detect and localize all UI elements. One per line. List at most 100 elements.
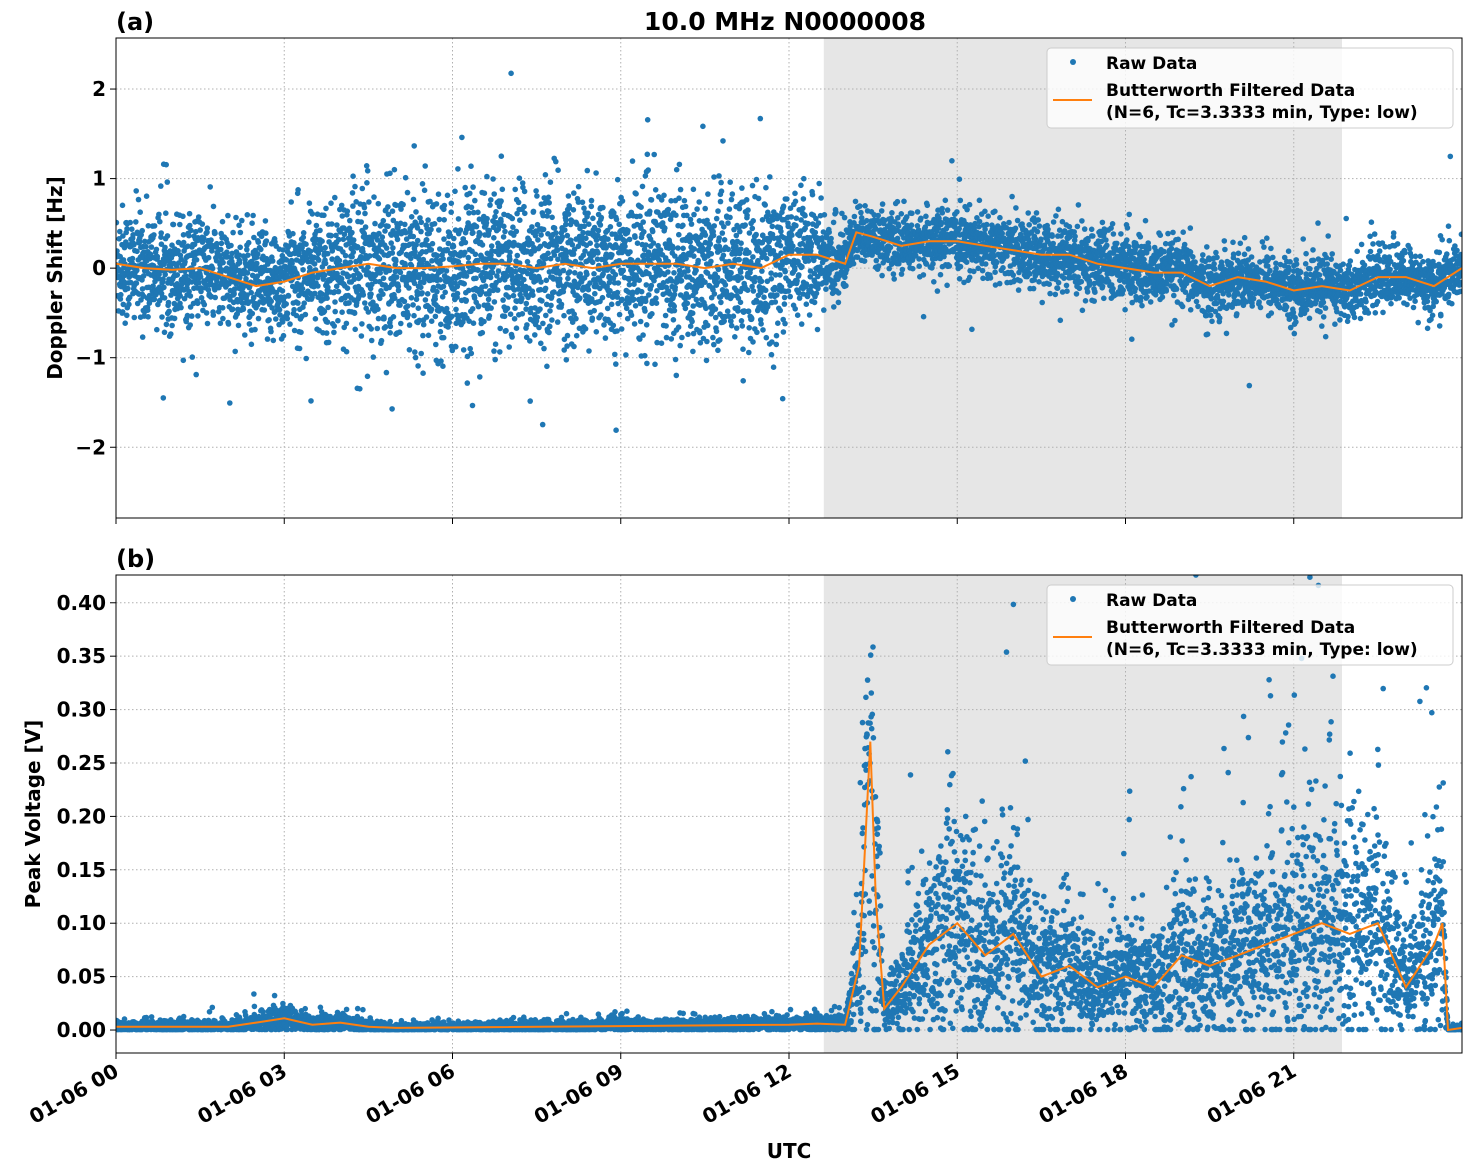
raw-data-point bbox=[188, 293, 194, 299]
raw-data-point bbox=[496, 268, 502, 274]
raw-data-point bbox=[763, 185, 769, 191]
raw-data-point bbox=[487, 313, 493, 319]
raw-data-point bbox=[371, 194, 377, 200]
raw-data-point bbox=[685, 301, 691, 307]
raw-data-point bbox=[544, 278, 550, 284]
raw-data-point bbox=[843, 283, 849, 289]
raw-data-point bbox=[992, 209, 998, 215]
raw-data-point bbox=[208, 237, 214, 243]
raw-data-point bbox=[416, 305, 422, 311]
raw-data-point bbox=[703, 232, 709, 238]
raw-data-point bbox=[181, 240, 187, 246]
raw-data-point bbox=[444, 268, 450, 274]
raw-data-point bbox=[574, 333, 580, 339]
raw-data-point bbox=[466, 255, 472, 261]
raw-data-point bbox=[725, 247, 731, 253]
raw-data-point bbox=[778, 229, 784, 235]
raw-data-point bbox=[664, 335, 670, 341]
raw-data-point bbox=[546, 209, 552, 215]
raw-data-point bbox=[590, 216, 596, 222]
raw-data-point bbox=[809, 241, 815, 247]
raw-data-point bbox=[453, 344, 459, 350]
raw-data-point bbox=[1036, 279, 1042, 285]
raw-data-point bbox=[406, 285, 412, 291]
raw-data-point bbox=[405, 312, 411, 318]
raw-data-point bbox=[164, 322, 170, 328]
raw-data-point bbox=[470, 306, 476, 312]
raw-data-point bbox=[163, 162, 169, 168]
raw-data-point bbox=[750, 183, 756, 189]
raw-data-point bbox=[366, 199, 372, 205]
raw-data-point bbox=[405, 190, 411, 196]
raw-data-point bbox=[782, 269, 788, 275]
raw-data-point bbox=[455, 291, 461, 297]
raw-data-point bbox=[425, 291, 431, 297]
raw-data-point bbox=[862, 258, 868, 264]
raw-data-point bbox=[813, 230, 819, 236]
raw-data-point bbox=[459, 135, 465, 141]
raw-data-point bbox=[344, 321, 350, 327]
raw-data-point bbox=[958, 198, 964, 204]
raw-data-point bbox=[397, 329, 403, 335]
raw-data-point bbox=[233, 215, 239, 221]
raw-data-point bbox=[592, 291, 598, 297]
raw-data-point bbox=[557, 276, 563, 282]
raw-data-point bbox=[493, 209, 499, 215]
raw-data-point bbox=[388, 324, 394, 330]
raw-data-point bbox=[1055, 285, 1061, 291]
raw-data-point bbox=[957, 276, 963, 282]
raw-data-point bbox=[651, 240, 657, 246]
raw-data-point bbox=[368, 291, 374, 297]
raw-data-point bbox=[716, 235, 722, 241]
raw-data-point bbox=[613, 361, 619, 367]
raw-data-point bbox=[642, 353, 648, 359]
raw-data-point bbox=[463, 298, 469, 304]
raw-data-point bbox=[411, 313, 417, 319]
raw-data-point bbox=[889, 210, 895, 216]
raw-data-point bbox=[759, 279, 765, 285]
raw-data-point bbox=[679, 335, 685, 341]
raw-data-point bbox=[177, 222, 183, 228]
raw-data-point bbox=[594, 243, 600, 249]
raw-data-point bbox=[1013, 205, 1019, 211]
raw-data-point bbox=[999, 231, 1005, 237]
raw-data-point bbox=[832, 281, 838, 287]
raw-data-point bbox=[303, 241, 309, 247]
raw-data-point bbox=[501, 234, 507, 240]
raw-data-point bbox=[258, 247, 264, 253]
raw-data-point bbox=[895, 199, 901, 205]
raw-data-point bbox=[947, 263, 953, 269]
raw-data-point bbox=[250, 213, 256, 219]
raw-data-point bbox=[356, 210, 362, 216]
raw-data-point bbox=[159, 314, 165, 320]
raw-data-point bbox=[484, 174, 490, 180]
raw-data-point bbox=[500, 297, 506, 303]
raw-data-point bbox=[297, 346, 303, 352]
raw-data-point bbox=[1056, 280, 1062, 286]
raw-data-point bbox=[620, 268, 626, 274]
raw-data-point bbox=[125, 286, 131, 292]
raw-data-point bbox=[423, 297, 429, 303]
raw-data-point bbox=[277, 307, 283, 313]
raw-data-point bbox=[997, 215, 1003, 221]
raw-data-point bbox=[186, 233, 192, 239]
raw-data-point bbox=[1038, 236, 1044, 242]
raw-data-point bbox=[212, 230, 218, 236]
raw-data-point bbox=[325, 319, 331, 325]
raw-data-point bbox=[171, 222, 177, 228]
raw-data-point bbox=[546, 330, 552, 336]
raw-data-point bbox=[424, 237, 430, 243]
raw-data-point bbox=[677, 162, 683, 168]
raw-data-point bbox=[565, 333, 571, 339]
raw-data-point bbox=[238, 230, 244, 236]
raw-data-point bbox=[352, 310, 358, 316]
raw-data-point bbox=[521, 204, 527, 210]
raw-data-point bbox=[587, 240, 593, 246]
raw-data-point bbox=[492, 214, 498, 220]
raw-data-point bbox=[262, 307, 268, 313]
raw-data-point bbox=[124, 226, 130, 232]
raw-data-point bbox=[719, 188, 725, 194]
raw-data-point bbox=[331, 330, 337, 336]
raw-data-point bbox=[519, 296, 525, 302]
raw-data-point bbox=[348, 260, 354, 266]
